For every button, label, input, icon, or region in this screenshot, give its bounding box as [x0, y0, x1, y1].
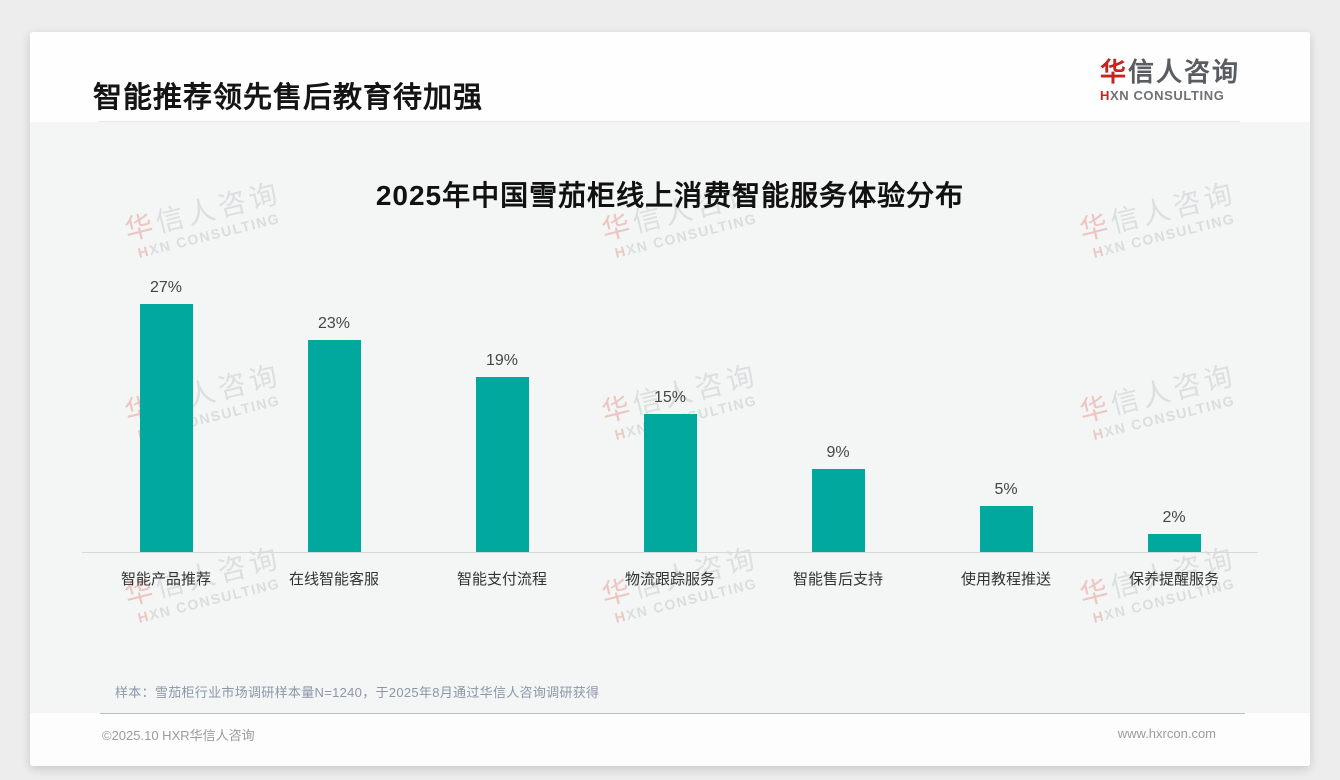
bar — [1147, 534, 1201, 552]
category-label: 智能产品推荐 — [120, 571, 211, 588]
footer-divider — [100, 713, 1245, 714]
bar — [643, 414, 697, 552]
bar-column: 2% — [1090, 509, 1258, 552]
bar-column: 19% — [418, 352, 586, 552]
chart-section: 华信人咨询 HXN CONSULTING 华信人咨询 HXN CONSULTING 华信… — [30, 122, 1310, 713]
bar-column: 5% — [922, 481, 1090, 552]
bar-column: 23% — [250, 315, 418, 552]
bar-value-label: 9% — [826, 444, 850, 461]
bar-value-label: 19% — [485, 352, 519, 369]
slide-card: 智能推荐领先售后教育待加强 华信人咨询 HXN CONSULTING 华信人咨询… — [30, 32, 1310, 766]
bar-value-label: 23% — [317, 315, 351, 332]
copyright-text: ©2025.10 HXR华信人咨询 — [102, 728, 255, 743]
bar-value-label: 27% — [149, 279, 183, 296]
bar — [139, 304, 193, 552]
plot-area: 27% 23% 19% 15% 9% 5% 2% — [82, 122, 1258, 552]
logo-cn-accent: 华 — [1099, 57, 1128, 87]
website-text: www.hxrcon.com — [1117, 726, 1216, 741]
category-label: 物流跟踪服务 — [624, 571, 715, 588]
category-label: 智能售后支持 — [792, 571, 883, 588]
bar-value-label: 15% — [653, 389, 687, 406]
bar-value-label: 2% — [1162, 509, 1186, 526]
x-axis-line — [82, 552, 1258, 553]
logo-en-rest: XN CONSULTING — [1109, 87, 1225, 103]
chart-title: 2025年中国雪茄柜线上消费智能服务体验分布 — [375, 180, 965, 211]
header-divider — [98, 121, 1240, 122]
bar — [811, 469, 865, 552]
bar — [979, 506, 1033, 552]
bar-column: 27% — [82, 279, 250, 552]
slide-header: 智能推荐领先售后教育待加强 华信人咨询 HXN CONSULTING — [30, 32, 1310, 122]
slide-footer: ©2025.10 HXR华信人咨询 www.hxrcon.com — [30, 714, 1310, 766]
logo-en-accent: H — [1099, 87, 1110, 103]
company-logo: 华信人咨询 HXN CONSULTING — [1100, 58, 1240, 103]
logo-english-name: HXN CONSULTING — [1100, 88, 1240, 103]
category-label: 保养提醒服务 — [1128, 571, 1219, 588]
bar-value-label: 5% — [994, 481, 1018, 498]
bar — [475, 377, 529, 552]
logo-cn-rest: 信人咨询 — [1127, 57, 1240, 87]
logo-chinese-name: 华信人咨询 — [1100, 58, 1240, 87]
category-label: 智能支付流程 — [456, 571, 547, 588]
bar — [307, 340, 361, 552]
sample-note: 样本：雪茄柜行业市场调研样本量N=1240，于2025年8月通过华信人咨询调研获… — [115, 685, 600, 700]
category-label: 在线智能客服 — [288, 571, 379, 588]
bar-column: 15% — [586, 389, 754, 552]
category-label: 使用教程推送 — [960, 571, 1051, 588]
category-axis: 智能产品推荐 在线智能客服 智能支付流程 物流跟踪服务 智能售后支持 使用教程推送 保养提醒… — [82, 568, 1258, 589]
page-title: 智能推荐领先售后教育待加强 — [93, 82, 484, 114]
bar-column: 9% — [754, 444, 922, 552]
